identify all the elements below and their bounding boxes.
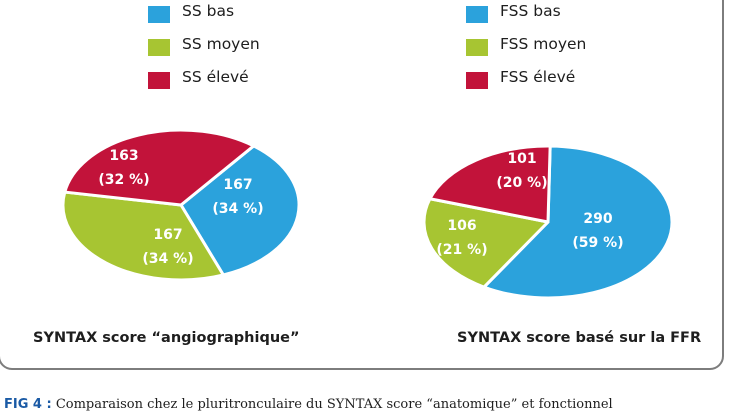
legend-swatch bbox=[466, 72, 488, 89]
legend-label: SS bas bbox=[182, 2, 235, 20]
legend-swatch bbox=[466, 39, 488, 56]
pie-slice-ss-bas bbox=[179, 144, 301, 277]
pie-slice-fss-lev- bbox=[428, 144, 552, 224]
slice-value-label: 290 bbox=[583, 211, 612, 227]
slice-percent-label: (32 %) bbox=[98, 172, 149, 188]
figure-number: FIG 4 : bbox=[4, 397, 52, 412]
chart-title-ffr: SYNTAX score basé sur la FFR bbox=[457, 330, 702, 346]
legend-label: SS moyen bbox=[182, 35, 260, 53]
slice-percent-label: (21 %) bbox=[436, 242, 487, 258]
slice-value-label: 163 bbox=[109, 148, 138, 164]
legend-label: FSS élevé bbox=[500, 68, 576, 86]
slice-value-label: 167 bbox=[223, 177, 252, 193]
slice-value-label: 167 bbox=[153, 227, 182, 243]
caption-text: Comparaison chez le pluritronculaire du … bbox=[55, 397, 613, 412]
slice-percent-label: (59 %) bbox=[572, 235, 623, 251]
figure-caption: FIG 4 : Comparaison chez le pluritroncul… bbox=[4, 397, 731, 412]
slice-percent-label: (34 %) bbox=[212, 201, 263, 217]
slice-value-label: 106 bbox=[447, 218, 476, 234]
legend-swatch bbox=[466, 6, 488, 23]
slice-value-label: 101 bbox=[507, 151, 536, 167]
pie-slice-ss-moyen bbox=[61, 190, 225, 282]
pie-slice-ss-lev- bbox=[63, 128, 256, 207]
chart-title-angiographique: SYNTAX score “angiographique” bbox=[33, 330, 300, 346]
slice-percent-label: (20 %) bbox=[496, 175, 547, 191]
legend-label: FSS bas bbox=[500, 2, 561, 20]
pie-chart-ffr: 290 (59 %) 106 (21 %) 101 (20 %) bbox=[422, 144, 674, 300]
figure-frame bbox=[0, 0, 724, 370]
legend-swatch bbox=[148, 6, 170, 23]
slice-percent-label: (34 %) bbox=[142, 251, 193, 267]
legend-swatch bbox=[148, 72, 170, 89]
pie-slice-fss-bas bbox=[482, 144, 674, 300]
legend-swatch bbox=[148, 39, 170, 56]
legend-label: FSS moyen bbox=[500, 35, 587, 53]
legend-label: SS élevé bbox=[182, 68, 249, 86]
pie-slice-fss-moyen bbox=[422, 197, 550, 289]
pie-chart-angiographique: 167 (34 %) 167 (34 %) 163 (32 %) bbox=[61, 128, 301, 282]
